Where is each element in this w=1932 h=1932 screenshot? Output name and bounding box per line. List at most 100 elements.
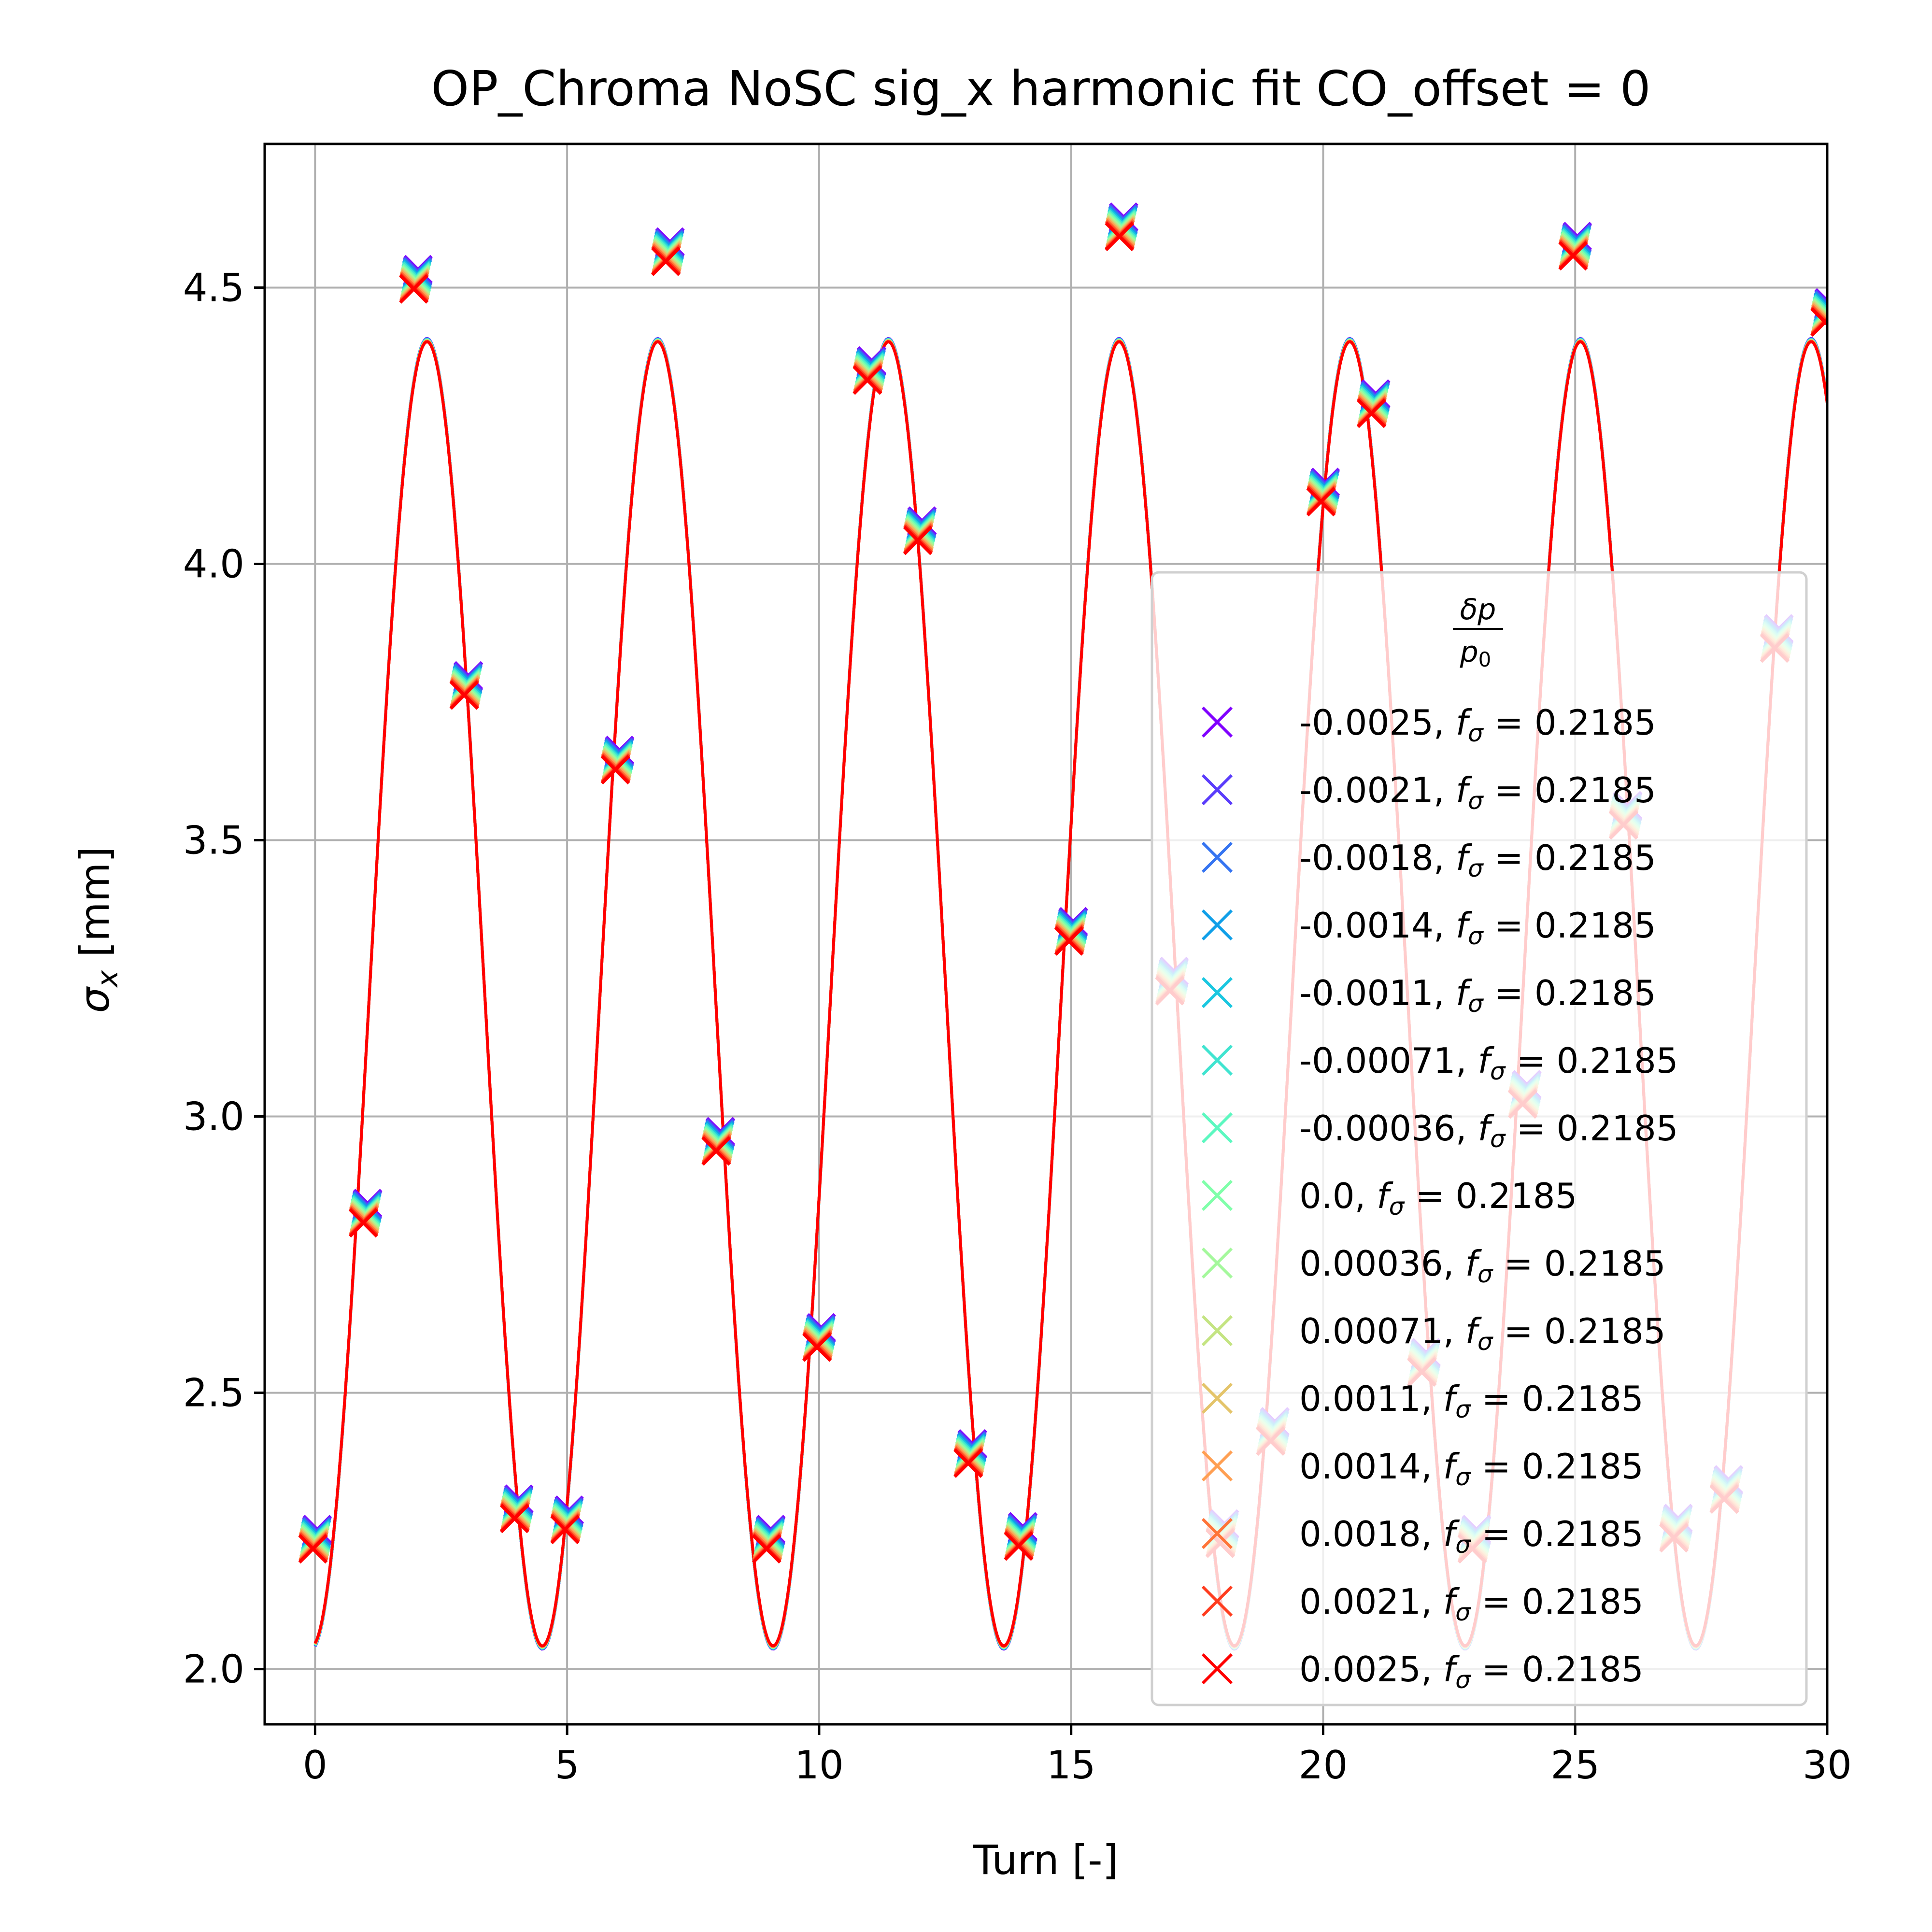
legend-equals: =: [1404, 1176, 1455, 1216]
x-tick-label: 0: [303, 1743, 327, 1788]
x-tick-label: 10: [795, 1743, 844, 1788]
legend-equals: =: [1483, 973, 1534, 1013]
legend-entry-label: 0.0014, fσ = 0.2185: [1299, 1446, 1644, 1491]
legend-marker: [1201, 1450, 1233, 1482]
legend-freq-subscript: σ: [1455, 1598, 1471, 1626]
data-point-marker: [1105, 222, 1135, 252]
legend-separator: ,: [1421, 1649, 1443, 1690]
legend-series-name: 0.0014: [1299, 1446, 1421, 1487]
data-point-marker: [348, 1208, 378, 1238]
y-tick-label: 4.0: [183, 541, 244, 586]
legend-freq-value: 0.2185: [1557, 1108, 1678, 1149]
data-point-marker: [550, 1515, 580, 1545]
x-tick-label: 15: [1047, 1743, 1096, 1788]
legend-equals: =: [1471, 1581, 1522, 1622]
legend-marker: [1201, 1315, 1233, 1347]
legend-entries: -0.0025, fσ = 0.2185-0.0021, fσ = 0.2185…: [1201, 702, 1678, 1694]
legend-freq-subscript: σ: [1468, 787, 1484, 815]
x-tick-label: 30: [1803, 1743, 1852, 1788]
legend-separator: ,: [1421, 1581, 1443, 1622]
data-point-marker: [1054, 926, 1084, 956]
legend-title-denominator-base: p: [1460, 635, 1478, 669]
legend-marker: [1201, 977, 1233, 1009]
data-point-marker: [1810, 307, 1827, 337]
legend-marker: [1201, 1382, 1233, 1414]
legend-freq-subscript: σ: [1455, 1531, 1471, 1559]
legend-separator: ,: [1443, 1311, 1465, 1351]
y-axis-label-subscript: x: [91, 970, 125, 988]
y-tick-label: 3.5: [183, 818, 244, 863]
legend-freq-subscript: σ: [1455, 1395, 1471, 1423]
legend-equals: =: [1471, 1446, 1522, 1487]
legend-freq-value: 0.2185: [1522, 1446, 1644, 1487]
legend-freq-value: 0.2185: [1534, 973, 1656, 1013]
y-axis-label-unit: [mm]: [71, 847, 118, 970]
legend-separator: ,: [1421, 1514, 1443, 1554]
legend-equals: =: [1471, 1514, 1522, 1554]
legend-freq-value: 0.2185: [1557, 1040, 1678, 1081]
legend-separator: ,: [1421, 1378, 1443, 1419]
legend-entry-label: -0.00071, fσ = 0.2185: [1299, 1040, 1678, 1085]
legend-entry-label: -0.0018, fσ = 0.2185: [1299, 838, 1656, 882]
legend-marker: [1201, 909, 1233, 941]
legend-entry-label: 0.0025, fσ = 0.2185: [1299, 1649, 1644, 1694]
legend-equals: =: [1493, 1243, 1544, 1284]
legend-separator: ,: [1434, 702, 1456, 743]
legend-title-denominator-subscript: 0: [1478, 648, 1492, 671]
legend-entry-label: -0.0014, fσ = 0.2185: [1299, 905, 1656, 950]
data-point-marker: [903, 526, 933, 555]
legend-freq-value: 0.2185: [1534, 770, 1656, 810]
x-tick-label: 20: [1299, 1743, 1348, 1788]
data-point-marker: [852, 365, 882, 395]
y-axis-label: σx [mm]: [71, 847, 125, 1013]
legend-equals: =: [1506, 1040, 1557, 1081]
legend-equals: =: [1483, 905, 1534, 946]
legend-marker: [1201, 1518, 1233, 1549]
legend-freq-subscript: σ: [1455, 1666, 1471, 1694]
plot-area-frame: [263, 142, 1829, 1726]
legend-entry-label: 0.00036, fσ = 0.2185: [1299, 1243, 1666, 1288]
legend-freq-value: 0.2185: [1534, 905, 1656, 946]
legend-frame: [1151, 571, 1808, 1706]
legend-freq-value: 0.2185: [1522, 1514, 1644, 1554]
legend-series-name: -0.00036: [1299, 1108, 1456, 1149]
legend-freq-value: 0.2185: [1544, 1243, 1666, 1284]
legend-series-name: -0.0021: [1299, 770, 1434, 810]
legend-entry-label: 0.0, fσ = 0.2185: [1299, 1176, 1577, 1221]
legend-separator: ,: [1434, 973, 1456, 1013]
legend-series-name: 0.0025: [1299, 1649, 1421, 1690]
y-tick-label: 4.5: [183, 265, 244, 310]
legend-separator: ,: [1443, 1243, 1465, 1284]
legend-separator: ,: [1434, 905, 1456, 946]
x-tick-label: 5: [555, 1743, 580, 1788]
legend-freq-value: 0.2185: [1522, 1581, 1644, 1622]
y-axis-label-symbol: σ: [71, 986, 118, 1013]
legend-freq-subscript: σ: [1490, 1057, 1506, 1085]
data-point-marker: [953, 1448, 983, 1478]
legend-equals: =: [1506, 1108, 1557, 1149]
legend-entry-label: 0.0011, fσ = 0.2185: [1299, 1378, 1644, 1423]
x-axis-label: Turn [-]: [973, 1836, 1119, 1884]
legend-freq-value: 0.2185: [1534, 838, 1656, 878]
legend-freq-value: 0.2185: [1544, 1311, 1666, 1351]
legend-equals: =: [1471, 1649, 1522, 1690]
legend-equals: =: [1483, 838, 1534, 878]
legend-title-numerator: δp: [1460, 593, 1496, 626]
data-point-marker: [701, 1136, 731, 1166]
y-tick-label: 2.5: [183, 1371, 244, 1416]
fit-curve: [313, 340, 1827, 1648]
legend-freq-subscript: σ: [1455, 1463, 1471, 1491]
legend-freq-value: 0.2185: [1455, 1176, 1577, 1216]
legend-series-name: 0.00071: [1299, 1311, 1443, 1351]
data-point-marker: [449, 680, 479, 710]
legend-series-name: -0.0025: [1299, 702, 1434, 743]
legend-entry-label: -0.0021, fσ = 0.2185: [1299, 770, 1656, 815]
legend-series-name: 0.0021: [1299, 1581, 1421, 1622]
legend-freq-subscript: σ: [1468, 990, 1484, 1018]
legend-marker: [1201, 1179, 1233, 1211]
legend-marker: [1201, 706, 1233, 738]
legend-separator: ,: [1355, 1176, 1377, 1216]
legend-freq-subscript: σ: [1468, 719, 1484, 747]
legend-marker: [1201, 774, 1233, 806]
